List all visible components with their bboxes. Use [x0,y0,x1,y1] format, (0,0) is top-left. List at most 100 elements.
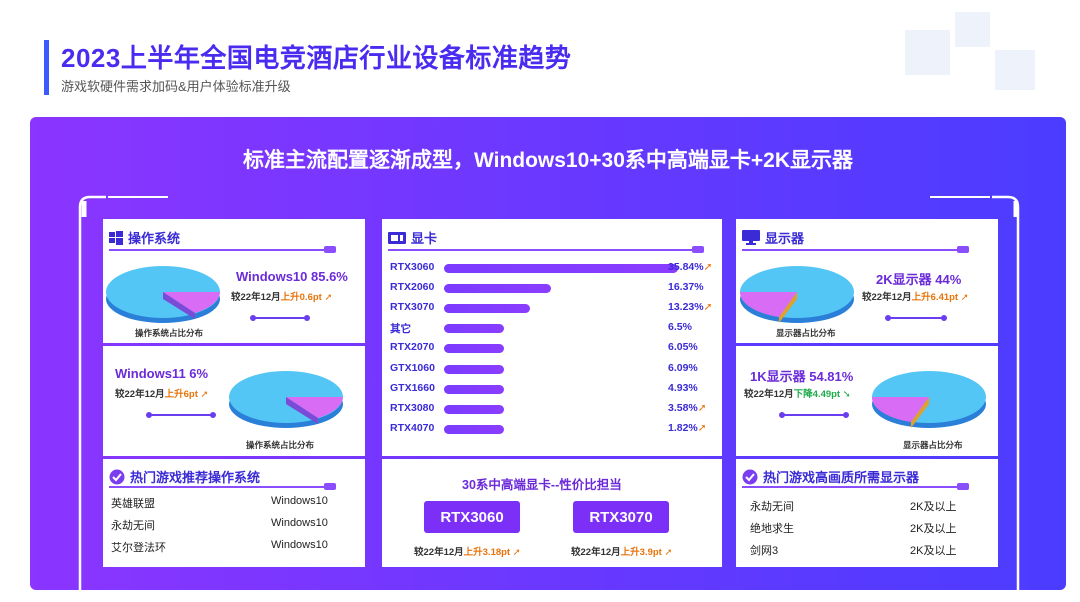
rtx3060-change: 较22年12月上升3.18pt ➚ [414,547,521,558]
down-arrow-icon: ➘ [840,389,851,400]
list-item-os: Windows10 [271,517,328,529]
monitor-1k-label: 1K显示器 54.81% [750,369,854,384]
rtx3070-change: 较22年12月上升3.9pt ➚ [571,547,673,558]
monitor-heading-text: 显示器 [765,231,805,246]
page-subtitle: 游戏软硬件需求加码&用户体验标准升级 [61,79,291,94]
monitor-1k-pie [871,371,986,428]
gpu-bar-value: 4.93% [668,381,698,394]
gpu-card: 显卡 RTX3060 35.84%➚ RTX2060 16.37% RTX3070 13.… [382,219,722,456]
list-item-game: 绝地求生 [750,523,794,535]
gpu-bar-value: 6.5% [668,321,692,334]
gpu-bar-label: RTX3060 [390,261,435,273]
up-arrow-icon: ➚ [958,292,969,303]
check-badge-icon [109,469,125,484]
gpu-bar-value: 1.82%➚ [668,421,707,434]
os-win10-label: Windows10 85.6% [236,269,348,284]
list-item-os: Windows10 [271,495,328,507]
gpu-bar-label: RTX4070 [390,421,435,434]
monitor-card: 显示器 2K显示器 44% 较22年12月上升6.41pt ➚ 显示器占比分布 [736,219,998,343]
gpu-bar-label: RTX3080 [390,401,435,414]
gpu-bar [444,264,678,273]
gpu-bar-label: GTX1660 [390,381,435,394]
main-panel: 标准主流配置逐渐成型，Windows10+30系中高端显卡+2K显示器 操作系统… [30,117,1066,590]
gpu-bar [444,304,531,314]
gpu-bar [444,284,551,294]
gpu-card-heading: 显卡 [388,228,437,247]
monitor-games-heading: 热门游戏高画质所需显示器 [742,467,919,486]
up-arrow-icon: ➚ [697,401,707,414]
gpu-bar-value: 35.84%➚ [668,261,713,273]
rtx3070-badge: RTX3070 [573,501,669,533]
rtx3060-badge: RTX3060 [424,501,520,533]
os-win10-pie [106,266,220,323]
gpu-bar-label: RTX2060 [390,281,435,294]
up-arrow-icon: ➚ [703,261,713,273]
connector-line [885,315,947,320]
gpu-recommend-title: 30系中高端显卡--性价比担当 [462,478,622,492]
panel-heading: 标准主流配置逐渐成型，Windows10+30系中高端显卡+2K显示器 [242,149,854,172]
monitor-icon [742,230,760,245]
gpu-bar-value: 3.58%➚ [668,401,707,414]
heading-underline [742,483,969,490]
list-item-res: 2K及以上 [910,545,957,557]
up-arrow-icon: ➚ [661,547,673,558]
heading-underline [742,246,969,253]
list-item-game: 永劫无间 [111,520,155,532]
monitor-1k-change: 较22年12月下降4.49pt ➘ [744,389,851,400]
up-arrow-icon: ➚ [321,292,333,303]
up-arrow-icon: ➚ [703,301,713,314]
gpu-recommend-card: 30系中高端显卡--性价比担当 RTX3060 RTX3070 较22年12月上… [382,459,722,567]
gpu-heading-text: 显卡 [411,231,438,246]
connector-line [146,412,216,417]
os-card: 操作系统 Windows10 85.6% 较22年12月上升0.6pt ➚ 操作… [103,219,365,343]
decor-square [905,30,950,75]
os-win10-change: 较22年12月上升0.6pt ➚ [231,292,333,303]
list-item-res: 2K及以上 [910,501,957,513]
monitor-2k-label: 2K显示器 44% [876,272,962,287]
monitor-2k-pie [739,266,854,323]
gpu-bar [444,384,504,394]
gpu-bar [444,344,504,354]
gpu-bar-value: 6.09% [668,361,698,374]
gpu-bar [444,404,504,414]
os-win11-label: Windows11 6% [115,366,209,381]
decor-square [955,12,990,47]
monitor-games-card: 热门游戏高画质所需显示器 永劫无间 2K及以上 绝地求生 2K及以上 剑网3 2… [736,459,998,567]
gpu-icon [388,231,406,244]
monitor-caption-2: 显示器占比分布 [903,440,963,450]
list-item-game: 英雄联盟 [111,498,155,510]
gpu-bar-label: RTX2070 [390,341,435,354]
list-item-game: 永劫无间 [750,501,794,513]
check-badge-icon [742,469,758,484]
os-games-heading: 热门游戏推荐操作系统 [109,467,260,486]
gpu-bar-value: 6.05% [668,341,698,354]
list-item-res: 2K及以上 [910,523,957,535]
page-title: 2023上半年全国电竞酒店行业设备标准趋势 [61,43,572,73]
gpu-bar-value: 16.37% [668,281,704,294]
connector-line [250,315,310,320]
monitor-2k-change: 较22年12月上升6.41pt ➚ [862,292,969,303]
os-win11-pie [229,371,343,428]
monitor-caption: 显示器占比分布 [776,328,836,338]
up-arrow-icon: ➚ [197,389,209,400]
os-heading-text: 操作系统 [128,231,181,246]
corner-tick-left [81,201,87,217]
os-games-card: 热门游戏推荐操作系统 英雄联盟 Windows10 永劫无间 Windows10… [103,459,365,567]
os-caption: 操作系统占比分布 [135,328,204,338]
heading-underline [109,483,336,490]
gpu-bar-label: RTX3070 [390,301,435,314]
os-caption-2: 操作系统占比分布 [246,440,315,450]
list-item-game: 艾尔登法环 [111,542,166,554]
up-arrow-icon: ➚ [510,547,521,558]
decor-square [995,50,1035,90]
gpu-bar [444,364,504,374]
connector-line [779,412,849,417]
gpu-bar [444,324,504,334]
monitor-1k-card: 1K显示器 54.81% 较22年12月下降4.49pt ➘ 显示器占比分布 [736,346,998,456]
heading-underline [388,246,704,253]
os-win11-change: 较22年12月上升6pt ➚ [115,389,209,400]
os-card-heading: 操作系统 [109,228,180,247]
heading-underline [109,246,336,253]
windows-icon [109,230,123,245]
os-win11-card: Windows11 6% 较22年12月上升6pt ➚ 操作系统占比分布 [103,346,365,456]
